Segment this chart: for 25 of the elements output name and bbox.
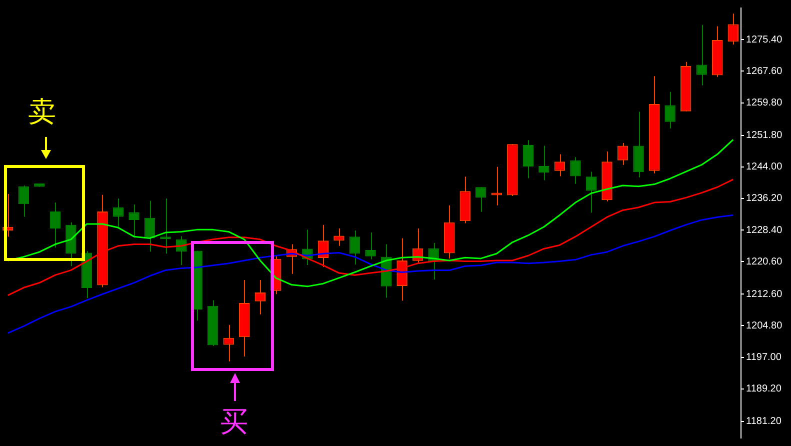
candlestick — [112, 198, 124, 227]
y-tick-label: 1244.00 — [746, 162, 783, 173]
y-tick-label: 1275.40 — [746, 34, 783, 46]
y-tick-label: 1204.80 — [746, 320, 783, 332]
candlestick — [128, 204, 140, 237]
candlestick — [160, 198, 171, 254]
annotation: 买 — [220, 405, 248, 438]
candlestick — [365, 232, 376, 260]
y-tick-label: 1220.60 — [746, 256, 783, 268]
y-tick-label: 1212.60 — [746, 288, 783, 300]
candlestick — [538, 145, 550, 181]
candlestick — [696, 24, 707, 86]
y-tick-label: 1251.80 — [746, 130, 783, 142]
candlestick — [334, 228, 344, 246]
y-tick-label: 1267.60 — [746, 66, 783, 77]
y-tick-label: 1259.80 — [746, 98, 783, 109]
candlestick — [223, 324, 234, 362]
y-tick-label: 1228.40 — [746, 224, 783, 236]
y-tick-label: 1236.20 — [746, 193, 783, 204]
y-tick-label: 1197.00 — [746, 352, 782, 364]
candlestick — [522, 140, 534, 179]
candlestick — [144, 200, 156, 252]
annotation: 卖 — [28, 95, 56, 128]
y-tick-label: 1181.20 — [746, 416, 782, 428]
y-tick-label: 1189.20 — [746, 384, 782, 395]
